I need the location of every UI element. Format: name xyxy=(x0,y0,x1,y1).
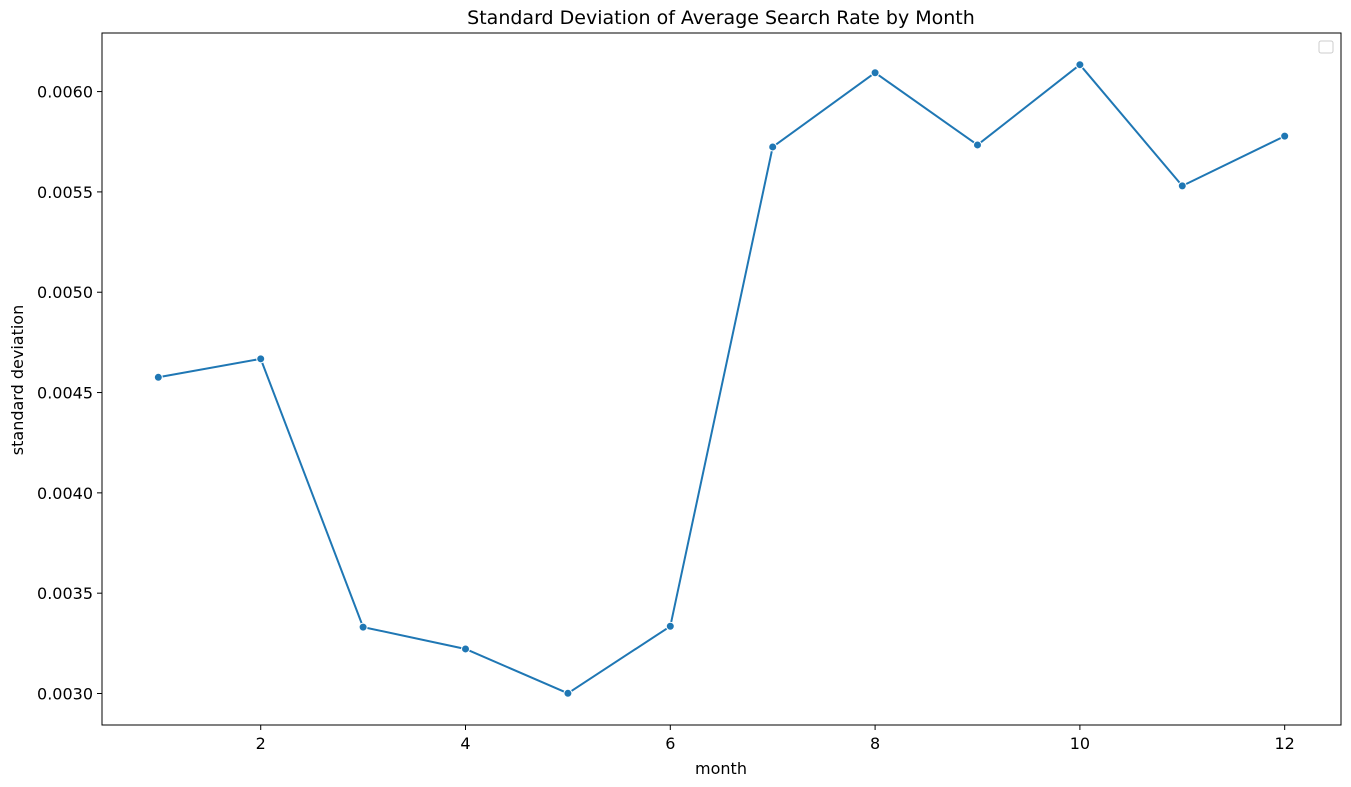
y-tick-label: 0.0060 xyxy=(37,83,93,102)
data-point xyxy=(256,354,266,364)
data-point xyxy=(563,688,573,698)
y-axis-label: standard deviation xyxy=(8,305,27,455)
data-point xyxy=(1075,60,1085,70)
data-point xyxy=(768,142,778,152)
y-tick-label: 0.0055 xyxy=(37,183,93,202)
data-point xyxy=(461,644,471,654)
data-point xyxy=(870,68,880,78)
x-axis-label: month xyxy=(695,759,747,778)
x-tick-label: 6 xyxy=(665,734,675,753)
legend-box xyxy=(1318,40,1334,54)
data-point xyxy=(1177,181,1187,191)
data-point xyxy=(665,621,675,631)
x-tick-label: 8 xyxy=(870,734,880,753)
x-tick-label: 4 xyxy=(460,734,470,753)
y-tick-label: 0.0050 xyxy=(37,283,93,302)
x-tick-label: 10 xyxy=(1070,734,1090,753)
x-tick-label: 12 xyxy=(1275,734,1295,753)
x-tick-label: 2 xyxy=(256,734,266,753)
plot-frame xyxy=(101,32,1342,726)
data-point xyxy=(153,372,163,382)
plot-area: 2 4 6 8 10 12 0.0030 0.0035 0.0040 0.0045 0.0050 0.… xyxy=(37,32,1342,753)
data-point xyxy=(358,622,368,632)
data-point xyxy=(1280,131,1290,141)
y-tick-label: 0.0030 xyxy=(37,684,93,703)
series-line xyxy=(158,63,1286,695)
y-tick-label: 0.0040 xyxy=(37,484,93,503)
data-point xyxy=(972,140,982,150)
chart-title: Standard Deviation of Average Search Rat… xyxy=(467,7,975,29)
y-tick-label: 0.0035 xyxy=(37,584,93,603)
y-tick-label: 0.0045 xyxy=(37,384,93,403)
